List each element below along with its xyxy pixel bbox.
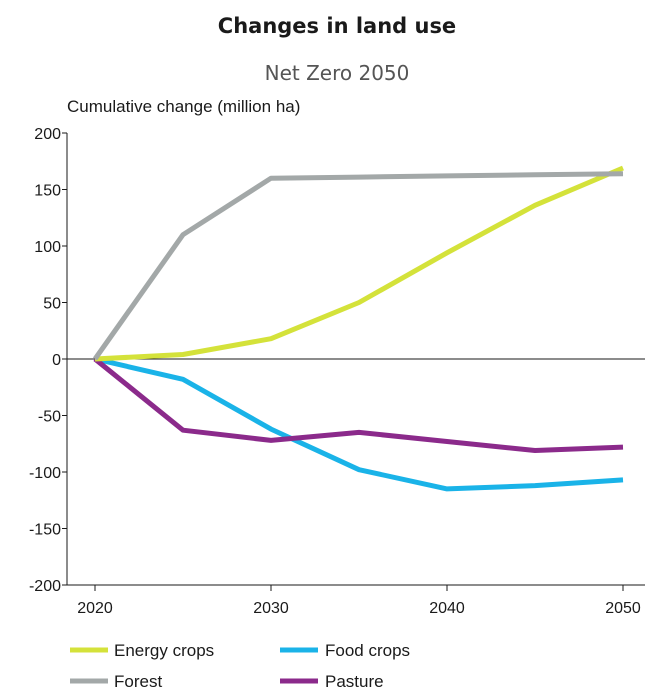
series-line-food-crops (94, 356, 624, 492)
y-tick-label: -100 (29, 465, 61, 482)
y-tick-label: -200 (29, 578, 61, 595)
legend-label-forest: Forest (114, 672, 162, 689)
x-tick-label: 2050 (605, 600, 641, 617)
chart-title: Changes in land use (218, 14, 456, 38)
chart-subtitle: Net Zero 2050 (265, 61, 410, 85)
series-line-energy-crops (94, 165, 624, 362)
x-tick-label: 2030 (253, 600, 289, 617)
axes: 200 150 100 50 0 -50 -100 -150 -200 2020 2030 2040 2… (29, 126, 645, 617)
legend-label-pasture: Pasture (325, 672, 384, 689)
y-axis-label: Cumulative change (million ha) (67, 97, 300, 116)
x-tick-label: 2020 (77, 600, 113, 617)
series-lines (92, 165, 624, 492)
x-tick-label: 2040 (429, 600, 465, 617)
y-tick-label: -50 (38, 409, 61, 426)
series-line-forest (92, 171, 624, 361)
y-tick-label: -150 (29, 522, 61, 539)
y-tick-label: 0 (52, 352, 61, 369)
y-tick-label: 200 (34, 126, 61, 143)
y-tick-label: 100 (34, 239, 61, 256)
y-tick-label: 150 (34, 183, 61, 200)
legend: Energy crops Food crops Forest Pasture (70, 641, 410, 689)
legend-label-food-crops: Food crops (325, 641, 410, 660)
y-tick-label: 50 (43, 296, 61, 313)
series-line-pasture (93, 357, 624, 453)
legend-label-energy-crops: Energy crops (114, 641, 214, 660)
